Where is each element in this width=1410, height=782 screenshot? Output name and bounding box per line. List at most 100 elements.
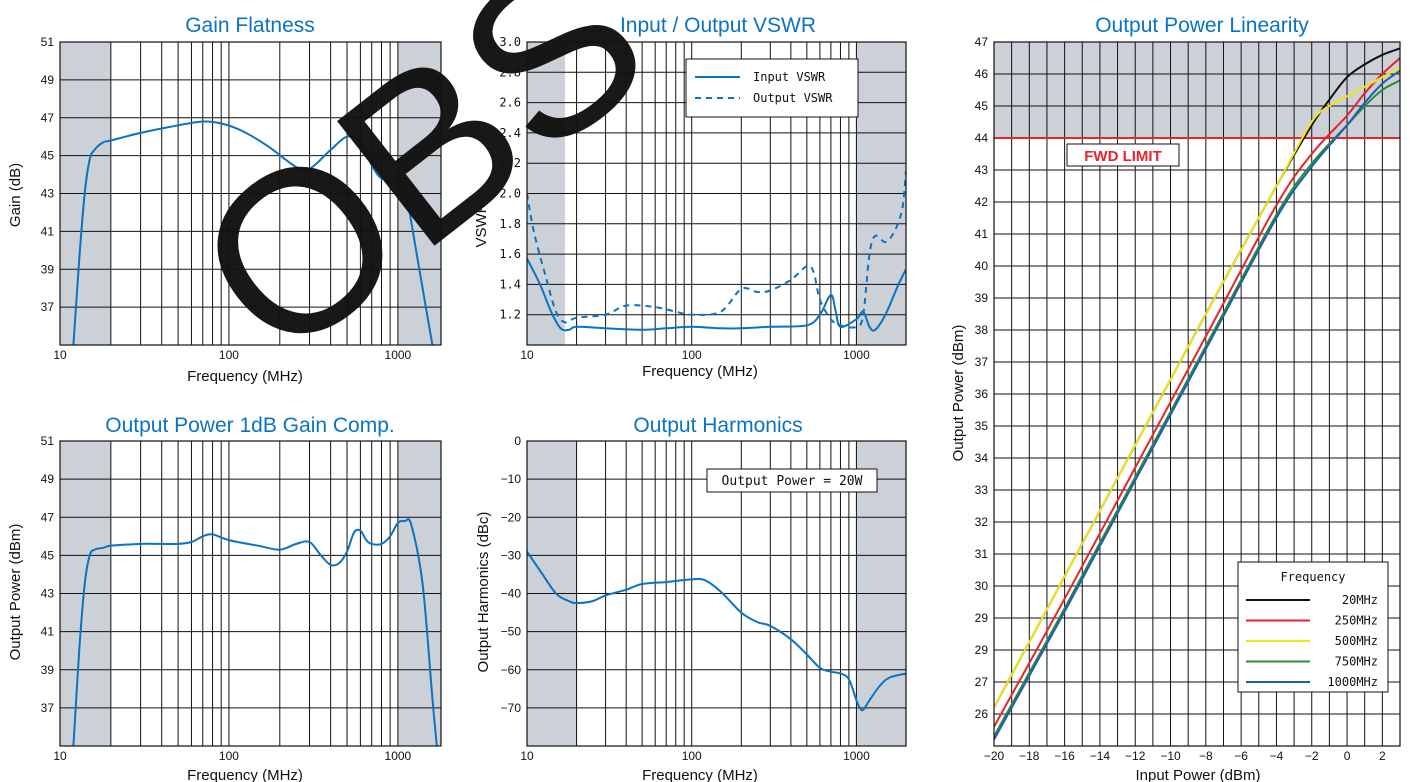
limit-label-box [1066, 143, 1180, 167]
x-tick-label: −4 [1270, 749, 1284, 763]
y-tick-label: 2.4 [499, 126, 521, 140]
y-tick-label: 1.4 [499, 277, 521, 291]
series-group [72, 518, 438, 746]
annotation-box [706, 468, 878, 493]
y-tick-label: 43 [41, 587, 55, 601]
y-tick-label: 2.0 [499, 187, 521, 201]
y-tick-label: 27 [975, 675, 989, 689]
legend-box [685, 58, 859, 118]
x-axis-label: Frequency (MHz) [642, 363, 758, 380]
grid [60, 441, 441, 746]
legend-label: 500MHz [1335, 634, 1378, 648]
y-tick-label: 39 [41, 663, 55, 677]
shaded-band [994, 42, 1400, 138]
plot-frame [526, 41, 907, 346]
series-group [994, 47, 1400, 741]
x-tick-label: 100 [219, 749, 239, 763]
x-tick-label: 0 [1344, 749, 1351, 763]
y-tick-label: 31 [975, 547, 989, 561]
plot-frame [59, 440, 442, 747]
chart-p1db: 37 39 41 43 45 47 49 51 10 100 1000 Output Power 1d… [7, 414, 442, 782]
series-line-250mhz [994, 57, 1400, 728]
y-tick-label: 49 [41, 73, 55, 87]
y-tick-label: −50 [501, 625, 522, 639]
legend: Frequency 20MHz 250MHz 500MHz 750MHz 1000MHz [1237, 561, 1389, 693]
chart-vswr: 1.2 1.4 1.6 1.8 2.0 2.2 2.4 2.6 2.8 3.0 10 100 1000 I… [473, 14, 907, 380]
x-tick-label: 100 [682, 348, 702, 362]
y-tick-label: 2.2 [499, 156, 521, 170]
x-axis-label: Frequency (MHz) [187, 767, 303, 782]
x-tick-label: 1000 [385, 749, 412, 763]
series-line-0 [72, 518, 438, 746]
y-axis-label: Output Power (dBm) [950, 325, 967, 462]
x-tick-label: 10 [520, 348, 534, 362]
y-tick-label: 36 [975, 387, 989, 401]
grid [60, 42, 441, 345]
legend-label: 1000MHz [1327, 675, 1378, 689]
y-tick-label: 30 [975, 579, 989, 593]
y-tick-label: 47 [975, 35, 989, 49]
x-tick-label: 10 [53, 348, 67, 362]
y-tick-label: 37 [975, 355, 989, 369]
y-tick-label: 43 [41, 187, 55, 201]
chart-gain: 37 39 41 43 45 47 49 51 10 100 1000 Gain Flatness Fr… [7, 14, 442, 385]
y-tick-label: 45 [41, 149, 55, 163]
legend-label: Input VSWR [753, 70, 826, 84]
y-tick-label: 35 [975, 419, 989, 433]
y-tick-label: 38 [975, 323, 989, 337]
y-tick-label: 43 [975, 163, 989, 177]
y-tick-label: 39 [41, 262, 55, 276]
x-tick-label: 100 [682, 749, 702, 763]
x-tick-label: 2 [1379, 749, 1386, 763]
x-tick-label: −10 [1160, 749, 1181, 763]
annotation: Output Power = 20W [706, 468, 878, 493]
y-tick-label: 0 [514, 434, 521, 448]
y-tick-label: 29 [975, 611, 989, 625]
y-tick-label: −10 [501, 472, 522, 486]
legend-title: Frequency [1280, 570, 1345, 584]
y-tick-label: 51 [41, 434, 55, 448]
x-axis-label: Frequency (MHz) [642, 767, 758, 782]
chart-title: Input / Output VSWR [620, 14, 816, 37]
y-tick-label: −60 [501, 663, 522, 677]
chart-harm: 0 −10 −20 −30 −40 −50 −60 −70 10 100 1000 Output Ha… [475, 414, 907, 782]
series-line-0 [527, 551, 906, 712]
legend-box [1237, 561, 1389, 693]
y-tick-label: 26 [975, 707, 989, 721]
annotation-text: Output Power = 20W [722, 474, 863, 489]
y-tick-label: 37 [41, 300, 55, 314]
y-tick-label: 45 [41, 548, 55, 562]
y-tick-label: 47 [41, 510, 55, 524]
series-group [527, 170, 906, 332]
series-group [72, 120, 434, 345]
x-tick-label: 10 [53, 749, 67, 763]
plot-frame [59, 41, 442, 346]
series-group [527, 551, 906, 712]
y-tick-label: 2.6 [499, 96, 521, 110]
series-line-500mhz [994, 66, 1400, 709]
y-tick-label: 34 [975, 451, 989, 465]
y-tick-label: 1.2 [499, 308, 521, 322]
x-tick-label: −8 [1199, 749, 1213, 763]
y-tick-label: 37 [41, 701, 55, 715]
x-tick-label: −14 [1090, 749, 1111, 763]
y-tick-label: 41 [41, 625, 55, 639]
chart-title: Output Power Linearity [1095, 14, 1309, 37]
series-line-0 [72, 120, 434, 345]
legend-label: 250MHz [1335, 614, 1378, 628]
series-line-1000mhz [994, 69, 1400, 741]
y-axis-label: Output Power (dBm) [7, 524, 24, 661]
series-line-output-vswr [527, 170, 906, 329]
legend: Input VSWR Output VSWR [685, 58, 859, 118]
y-axis-label: Output Harmonics (dBc) [475, 512, 492, 673]
series-line-input-vswr [527, 258, 906, 332]
chart-title: Gain Flatness [185, 14, 315, 37]
y-tick-label: 2.8 [499, 65, 521, 79]
plot-frame [993, 41, 1401, 747]
y-tick-label: 45 [975, 99, 989, 113]
x-tick-label: 1000 [385, 348, 412, 362]
x-tick-label: −20 [984, 749, 1005, 763]
y-tick-label: −70 [501, 701, 522, 715]
y-tick-label: 51 [41, 35, 55, 49]
